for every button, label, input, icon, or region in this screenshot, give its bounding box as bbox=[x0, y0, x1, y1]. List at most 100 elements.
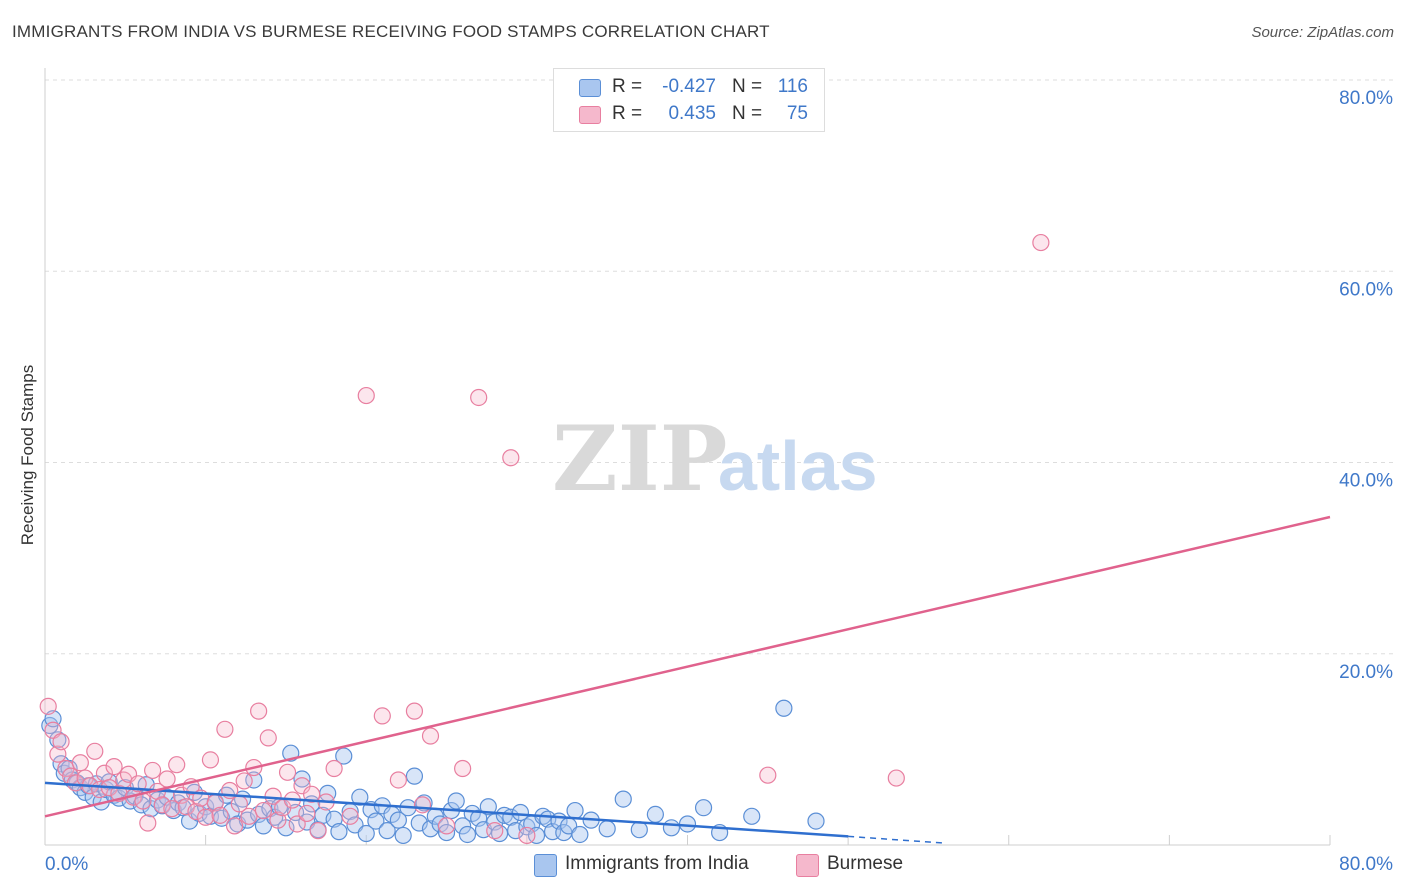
india-point bbox=[646, 805, 664, 824]
burmese-point bbox=[887, 769, 905, 787]
india-point bbox=[598, 820, 616, 838]
grid-lines bbox=[45, 79, 1395, 655]
series-burmese-points bbox=[39, 233, 1050, 845]
r-value: 0.435 bbox=[668, 103, 716, 124]
india-point bbox=[447, 792, 465, 810]
legend-swatch-burmese bbox=[796, 854, 819, 877]
burmese-point bbox=[66, 774, 85, 792]
legend-label-burmese: Burmese bbox=[827, 853, 904, 874]
india-trend-extension bbox=[848, 835, 945, 844]
burmese-point bbox=[158, 770, 176, 788]
burmese-point bbox=[144, 761, 162, 780]
burmese-point bbox=[105, 757, 123, 776]
burmese-point bbox=[486, 822, 504, 840]
india-point bbox=[507, 822, 525, 840]
india-point bbox=[458, 825, 477, 844]
burmese-point bbox=[288, 815, 306, 833]
source-credit: Source: ZipAtlas.com bbox=[1251, 24, 1394, 41]
india-point bbox=[630, 821, 648, 839]
burmese-point bbox=[39, 697, 57, 715]
burmese-point bbox=[389, 771, 407, 789]
r-label: R = bbox=[612, 103, 643, 124]
burmese-point bbox=[177, 798, 195, 816]
burmese-point bbox=[421, 727, 440, 745]
burmese-point bbox=[168, 756, 186, 774]
india-point bbox=[378, 822, 396, 840]
india-point bbox=[662, 819, 681, 837]
india-point bbox=[367, 812, 385, 830]
burmese-point bbox=[454, 759, 472, 778]
india-point bbox=[566, 801, 584, 820]
stats-row-india: R = -0.427 N = 116 bbox=[554, 74, 824, 102]
india-point bbox=[437, 823, 456, 842]
india-point bbox=[694, 799, 713, 817]
legend-swatch-india bbox=[534, 854, 557, 877]
burmese-point bbox=[259, 729, 277, 747]
india-point bbox=[527, 826, 546, 845]
chart-title: IMMIGRANTS FROM INDIA VS BURMESE RECEIVI… bbox=[12, 22, 770, 41]
burmese-point bbox=[52, 733, 70, 751]
burmese-point bbox=[373, 707, 391, 725]
india-point bbox=[743, 807, 761, 825]
burmese-trend-line bbox=[44, 515, 1331, 818]
burmese-point bbox=[298, 804, 316, 823]
burmese-point bbox=[341, 807, 359, 825]
watermark-atlas: atlas bbox=[718, 427, 878, 505]
burmese-point bbox=[413, 796, 432, 814]
india-point bbox=[479, 798, 497, 816]
burmese-point bbox=[405, 702, 424, 720]
y-tick-label: 80.0% bbox=[1339, 88, 1393, 109]
trend-lines bbox=[44, 515, 1331, 844]
burmese-point bbox=[187, 802, 205, 821]
burmese-point bbox=[240, 807, 258, 825]
india-point bbox=[678, 815, 697, 833]
n-label: N = bbox=[732, 76, 763, 97]
burmese-point bbox=[264, 787, 282, 805]
r-value: -0.427 bbox=[662, 76, 716, 97]
n-label: N = bbox=[732, 103, 763, 124]
india-swatch bbox=[579, 79, 601, 97]
stats-box: R = -0.427 N = 116 R = 0.435 N = 75 bbox=[553, 68, 825, 132]
burmese-point bbox=[518, 826, 536, 845]
india-point bbox=[511, 803, 530, 822]
burmese-point bbox=[163, 800, 181, 818]
tick-labels: 20.0% 40.0% 60.0% 80.0% 0.0% 80.0% bbox=[45, 88, 1393, 875]
burmese-point bbox=[278, 763, 297, 781]
india-point bbox=[335, 747, 353, 765]
india-point bbox=[614, 790, 632, 808]
legend: Immigrants from India Burmese bbox=[0, 852, 1406, 878]
burmese-point bbox=[470, 388, 488, 407]
n-value: 116 bbox=[777, 76, 808, 97]
burmese-point bbox=[250, 702, 268, 720]
india-point bbox=[405, 767, 424, 785]
burmese-point bbox=[139, 814, 157, 832]
burmese-point bbox=[1032, 233, 1050, 252]
india-point bbox=[775, 699, 793, 717]
legend-label-india: Immigrants from India bbox=[565, 853, 749, 874]
india-point bbox=[807, 812, 825, 830]
burmese-point bbox=[235, 772, 253, 790]
burmese-point bbox=[211, 806, 229, 824]
india-point bbox=[518, 818, 536, 836]
india-point bbox=[389, 811, 407, 829]
india-point bbox=[394, 826, 412, 845]
burmese-point bbox=[216, 720, 234, 738]
r-label: R = bbox=[612, 76, 643, 97]
india-trend-line bbox=[44, 781, 849, 838]
y-axis-label: Receiving Food Stamps bbox=[18, 364, 37, 546]
burmese-point bbox=[303, 785, 321, 803]
stats-row-burmese: R = 0.435 N = 75 bbox=[554, 101, 824, 129]
burmese-point bbox=[197, 808, 215, 826]
burmese-point bbox=[293, 777, 311, 795]
burmese-point bbox=[759, 766, 777, 784]
burmese-point bbox=[357, 386, 375, 405]
india-point bbox=[351, 788, 369, 806]
burmese-point bbox=[71, 754, 89, 772]
x-tick-label: 80.0% bbox=[1339, 854, 1393, 875]
burmese-point bbox=[309, 822, 327, 840]
burmese-point bbox=[437, 817, 456, 835]
watermark-zip: ZIP bbox=[552, 406, 727, 512]
n-value: 75 bbox=[786, 103, 808, 124]
